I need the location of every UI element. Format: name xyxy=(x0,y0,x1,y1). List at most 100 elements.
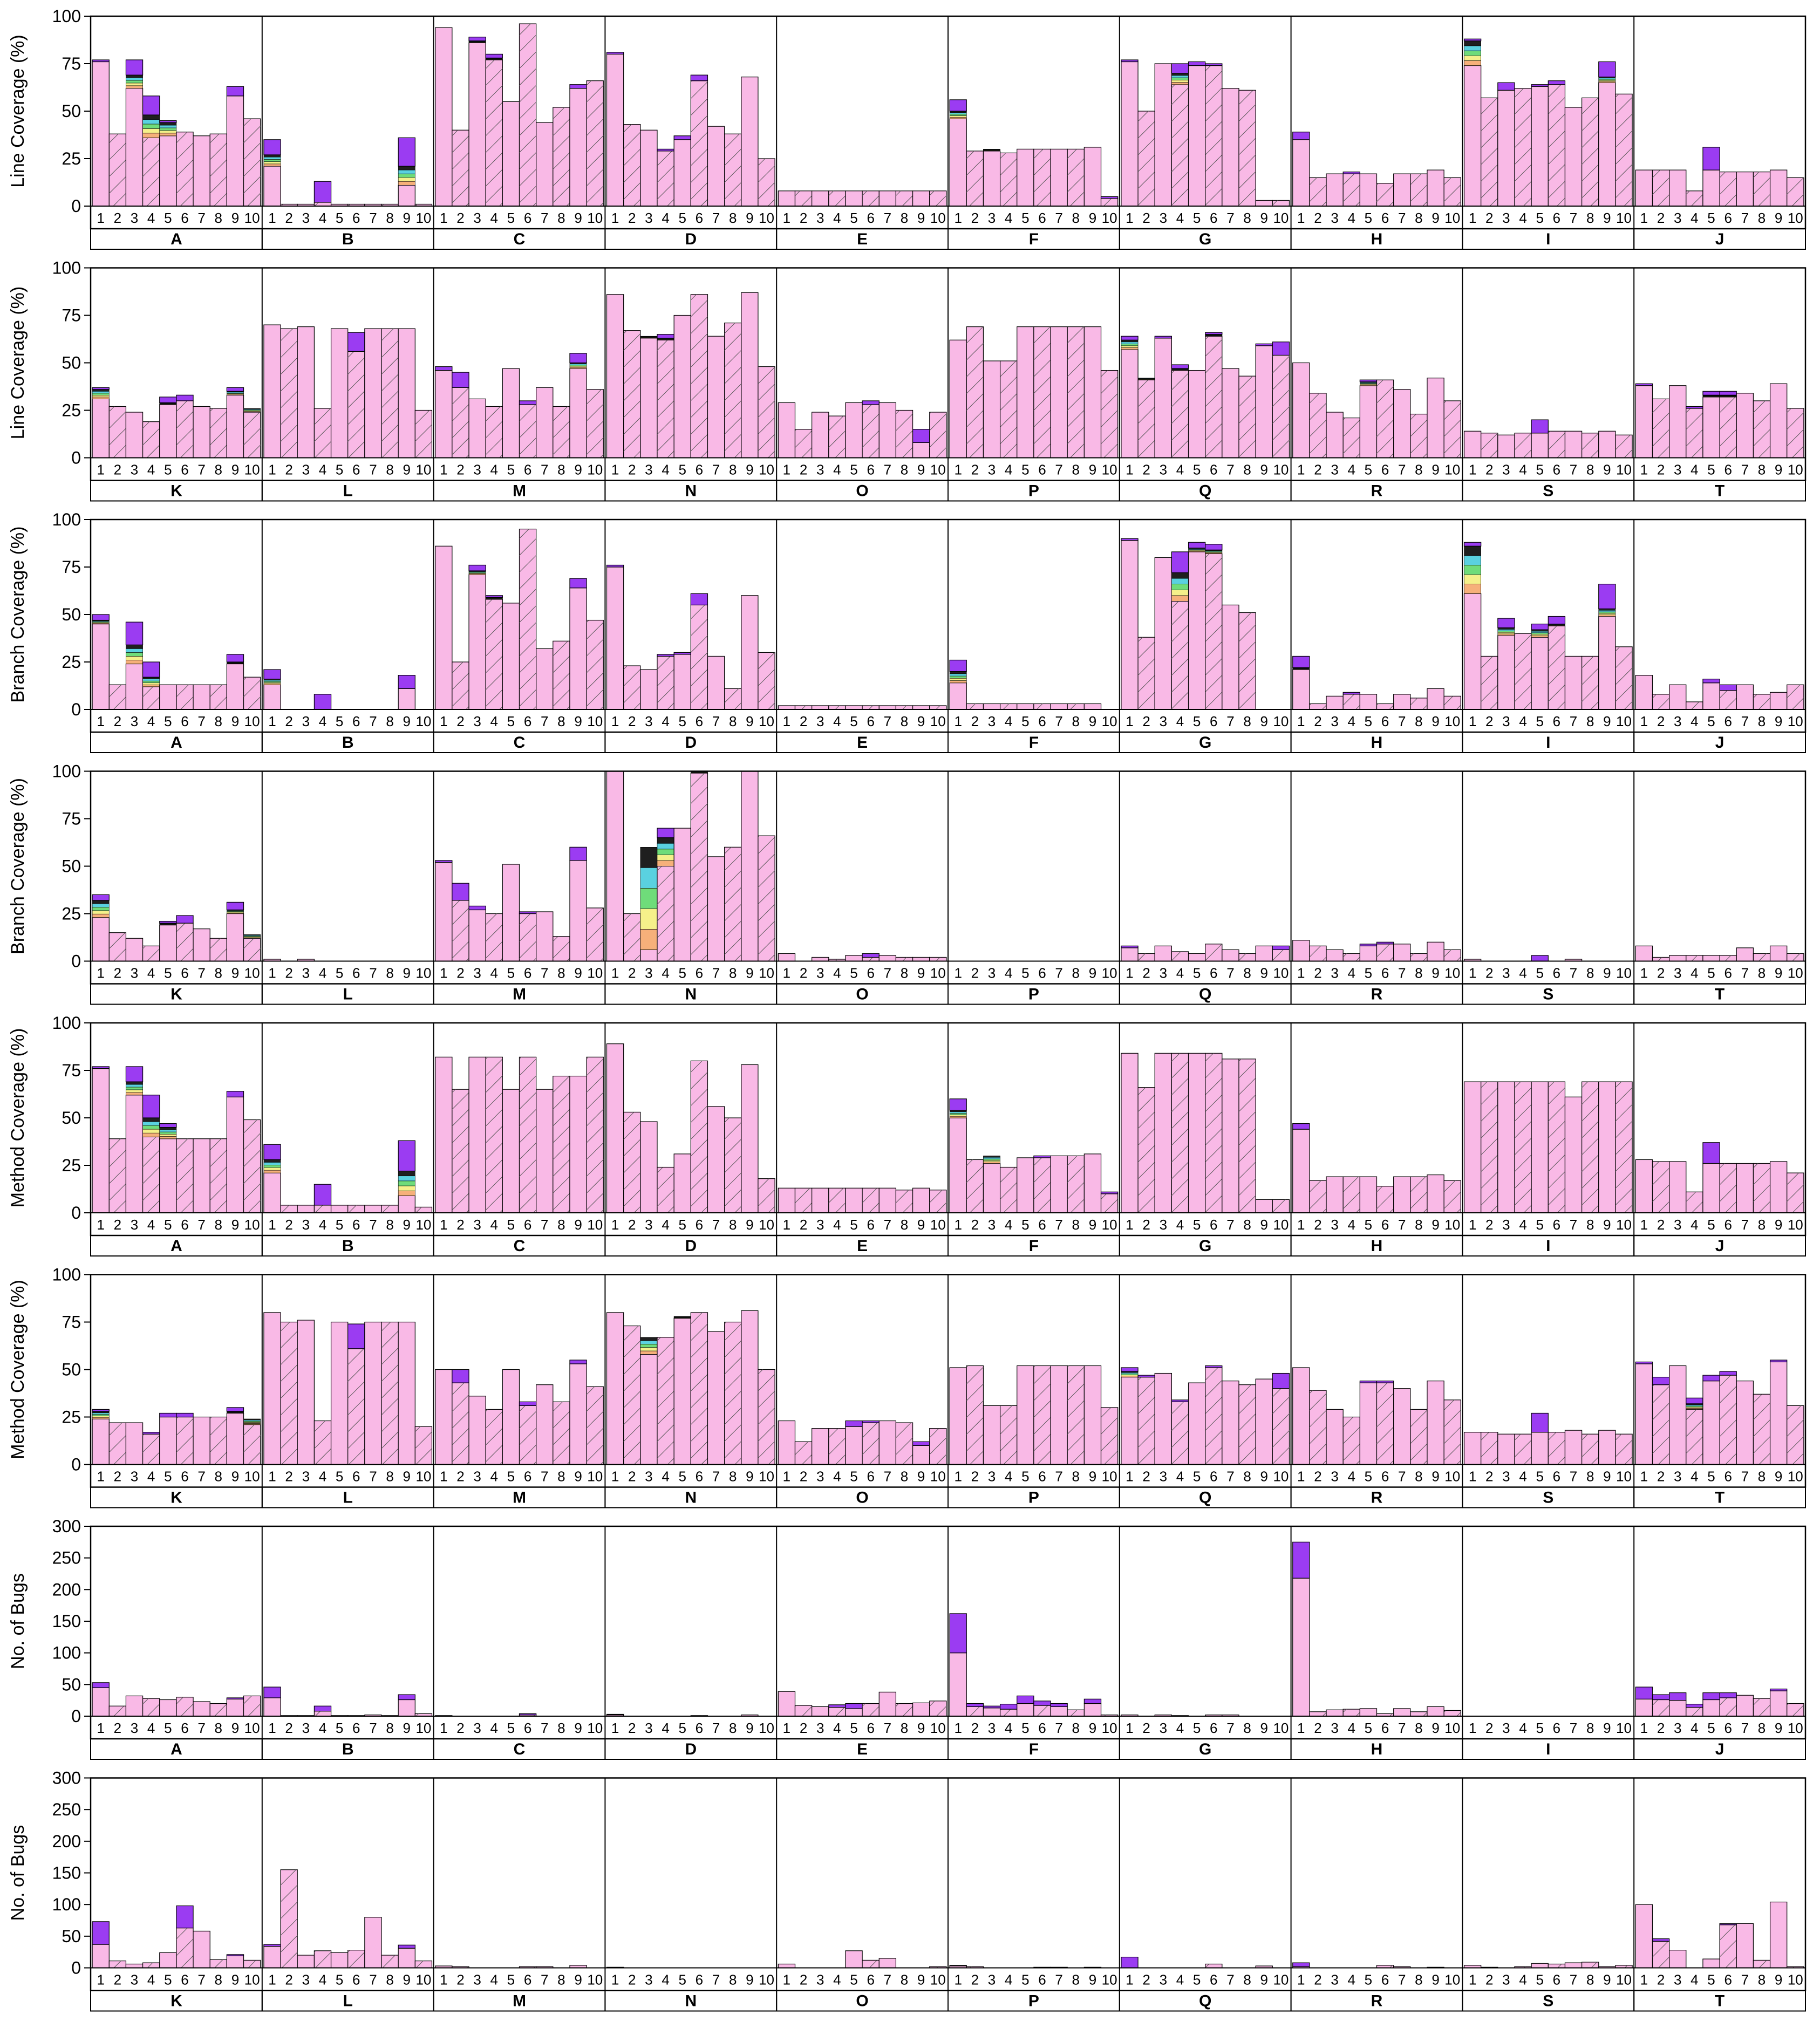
bar-F-5 xyxy=(1017,1157,1034,1213)
bar-A-7 xyxy=(193,684,210,710)
x-tick-label: 10 xyxy=(1444,462,1460,478)
bar-hatch xyxy=(1481,98,1498,206)
bar-top-F-9 xyxy=(1083,1698,1102,1704)
bar-hatch xyxy=(142,421,160,458)
bar-hatch xyxy=(486,59,503,207)
x-tick-label: 5 xyxy=(1365,965,1372,981)
bar-segment-B-1 xyxy=(263,1159,281,1163)
bar-hatch xyxy=(452,130,469,206)
bar-segment-A-4 xyxy=(142,1129,160,1134)
x-tick-label: 8 xyxy=(1586,965,1594,981)
x-tick-label: 8 xyxy=(901,1217,908,1233)
bar-S-3 xyxy=(1497,434,1515,459)
x-tick-label: 2 xyxy=(1142,965,1150,981)
x-tick-label: 6 xyxy=(696,1217,703,1233)
bar-J-5 xyxy=(1702,1163,1720,1213)
x-tick-label: 5 xyxy=(1365,210,1372,226)
x-tick-label: 1 xyxy=(611,1469,619,1485)
bar-top-R-5 xyxy=(1359,379,1378,383)
bar-top-Q-10 xyxy=(1272,1373,1290,1389)
bar-hatch xyxy=(1720,955,1737,961)
x-tick-label: 1 xyxy=(783,713,790,729)
bar-segment-F-3 xyxy=(983,1158,1000,1161)
bar-hatch xyxy=(1376,1713,1394,1716)
x-tick-label: 7 xyxy=(1055,1217,1062,1233)
bar-N-5 xyxy=(673,828,691,962)
x-tick-label: 9 xyxy=(1775,965,1782,981)
x-tick-label: 7 xyxy=(712,713,720,729)
x-tick-label: 1 xyxy=(954,1469,962,1485)
x-tick-label: 6 xyxy=(1381,965,1389,981)
x-tick-label: 1 xyxy=(1126,1720,1133,1736)
bar-segment-B-9 xyxy=(398,177,415,182)
x-tick-label: 10 xyxy=(930,1469,946,1485)
x-tick-label: 4 xyxy=(490,462,498,478)
bar-F-9 xyxy=(1083,1153,1102,1213)
bar-top-T-4 xyxy=(1686,1397,1703,1404)
bar-segment-N-3 xyxy=(640,1347,658,1351)
bar-hatch xyxy=(587,620,604,709)
bar-segment-A-3 xyxy=(126,83,143,86)
group-label-Q: Q xyxy=(1199,986,1211,1003)
plot-frame xyxy=(90,1777,1807,1991)
bar-segment-A-4 xyxy=(142,1117,160,1122)
x-tick-label: 10 xyxy=(587,1469,603,1485)
x-tick-label: 4 xyxy=(1691,1217,1698,1233)
group-label-E: E xyxy=(857,1740,868,1758)
bar-H-3 xyxy=(1326,173,1344,207)
bar-hatch xyxy=(1686,1707,1703,1716)
bar-G-7 xyxy=(1222,88,1239,207)
x-tick-label: 7 xyxy=(541,965,548,981)
bar-top-L-6 xyxy=(347,1323,365,1349)
x-tick-label: 2 xyxy=(800,462,807,478)
bar-segment-A-3 xyxy=(126,1081,143,1085)
x-tick-label: 4 xyxy=(147,1217,155,1233)
x-tick-label: 3 xyxy=(1502,713,1510,729)
bar-hatch xyxy=(828,190,846,206)
x-tick-label: 6 xyxy=(352,462,360,478)
bar-top-I-6 xyxy=(1548,616,1566,625)
x-tick-label: 6 xyxy=(696,1720,703,1736)
x-tick-label: 7 xyxy=(541,1469,548,1485)
bar-hatch xyxy=(243,677,261,709)
x-tick-label: 7 xyxy=(1398,1217,1406,1233)
x-tick-label: 6 xyxy=(181,210,188,226)
bar-top-B-9 xyxy=(398,137,415,167)
bar-D-1 xyxy=(606,1043,624,1213)
x-tick-label: 10 xyxy=(1788,1469,1803,1485)
bar-hatch xyxy=(486,599,503,709)
bar-top-F-10 xyxy=(1100,1191,1119,1194)
bar-J-5 xyxy=(1702,682,1720,710)
bar-hatch xyxy=(1138,380,1155,458)
bar-M-1 xyxy=(435,370,453,459)
bar-hatch xyxy=(1272,1388,1290,1465)
bar-I-9 xyxy=(1598,1081,1616,1213)
x-tick-label: 4 xyxy=(833,1972,841,1988)
bar-T-5 xyxy=(1702,1958,1720,1969)
bar-hatch xyxy=(1205,65,1222,207)
x-tick-label: 8 xyxy=(1586,1720,1594,1736)
bar-hatch xyxy=(314,1711,331,1716)
group-label-L: L xyxy=(343,986,353,1003)
x-tick-label: 4 xyxy=(147,713,155,729)
x-tick-label: 4 xyxy=(1519,1972,1526,1988)
x-tick-label: 2 xyxy=(1657,1469,1665,1485)
x-tick-label: 8 xyxy=(1415,210,1422,226)
bar-H-5 xyxy=(1359,173,1378,207)
x-tick-label: 2 xyxy=(456,1469,464,1485)
bar-hatch xyxy=(1239,376,1256,458)
x-tick-label: 8 xyxy=(901,1720,908,1736)
bar-hatch xyxy=(1138,111,1155,206)
x-tick-label: 2 xyxy=(456,1720,464,1736)
x-tick-label: 2 xyxy=(456,210,464,226)
x-tick-label: 8 xyxy=(729,1972,737,1988)
x-tick-label: 6 xyxy=(1210,713,1217,729)
bar-top-O-9 xyxy=(912,429,930,443)
bar-segment-N-5 xyxy=(673,1316,691,1317)
bar-top-B-4 xyxy=(313,1705,332,1712)
bar-R-1 xyxy=(1292,1367,1310,1465)
group-label-H: H xyxy=(1371,230,1383,248)
bar-hatch xyxy=(929,1701,946,1716)
x-tick-label: 4 xyxy=(319,210,326,226)
x-tick-label: 8 xyxy=(901,462,908,478)
